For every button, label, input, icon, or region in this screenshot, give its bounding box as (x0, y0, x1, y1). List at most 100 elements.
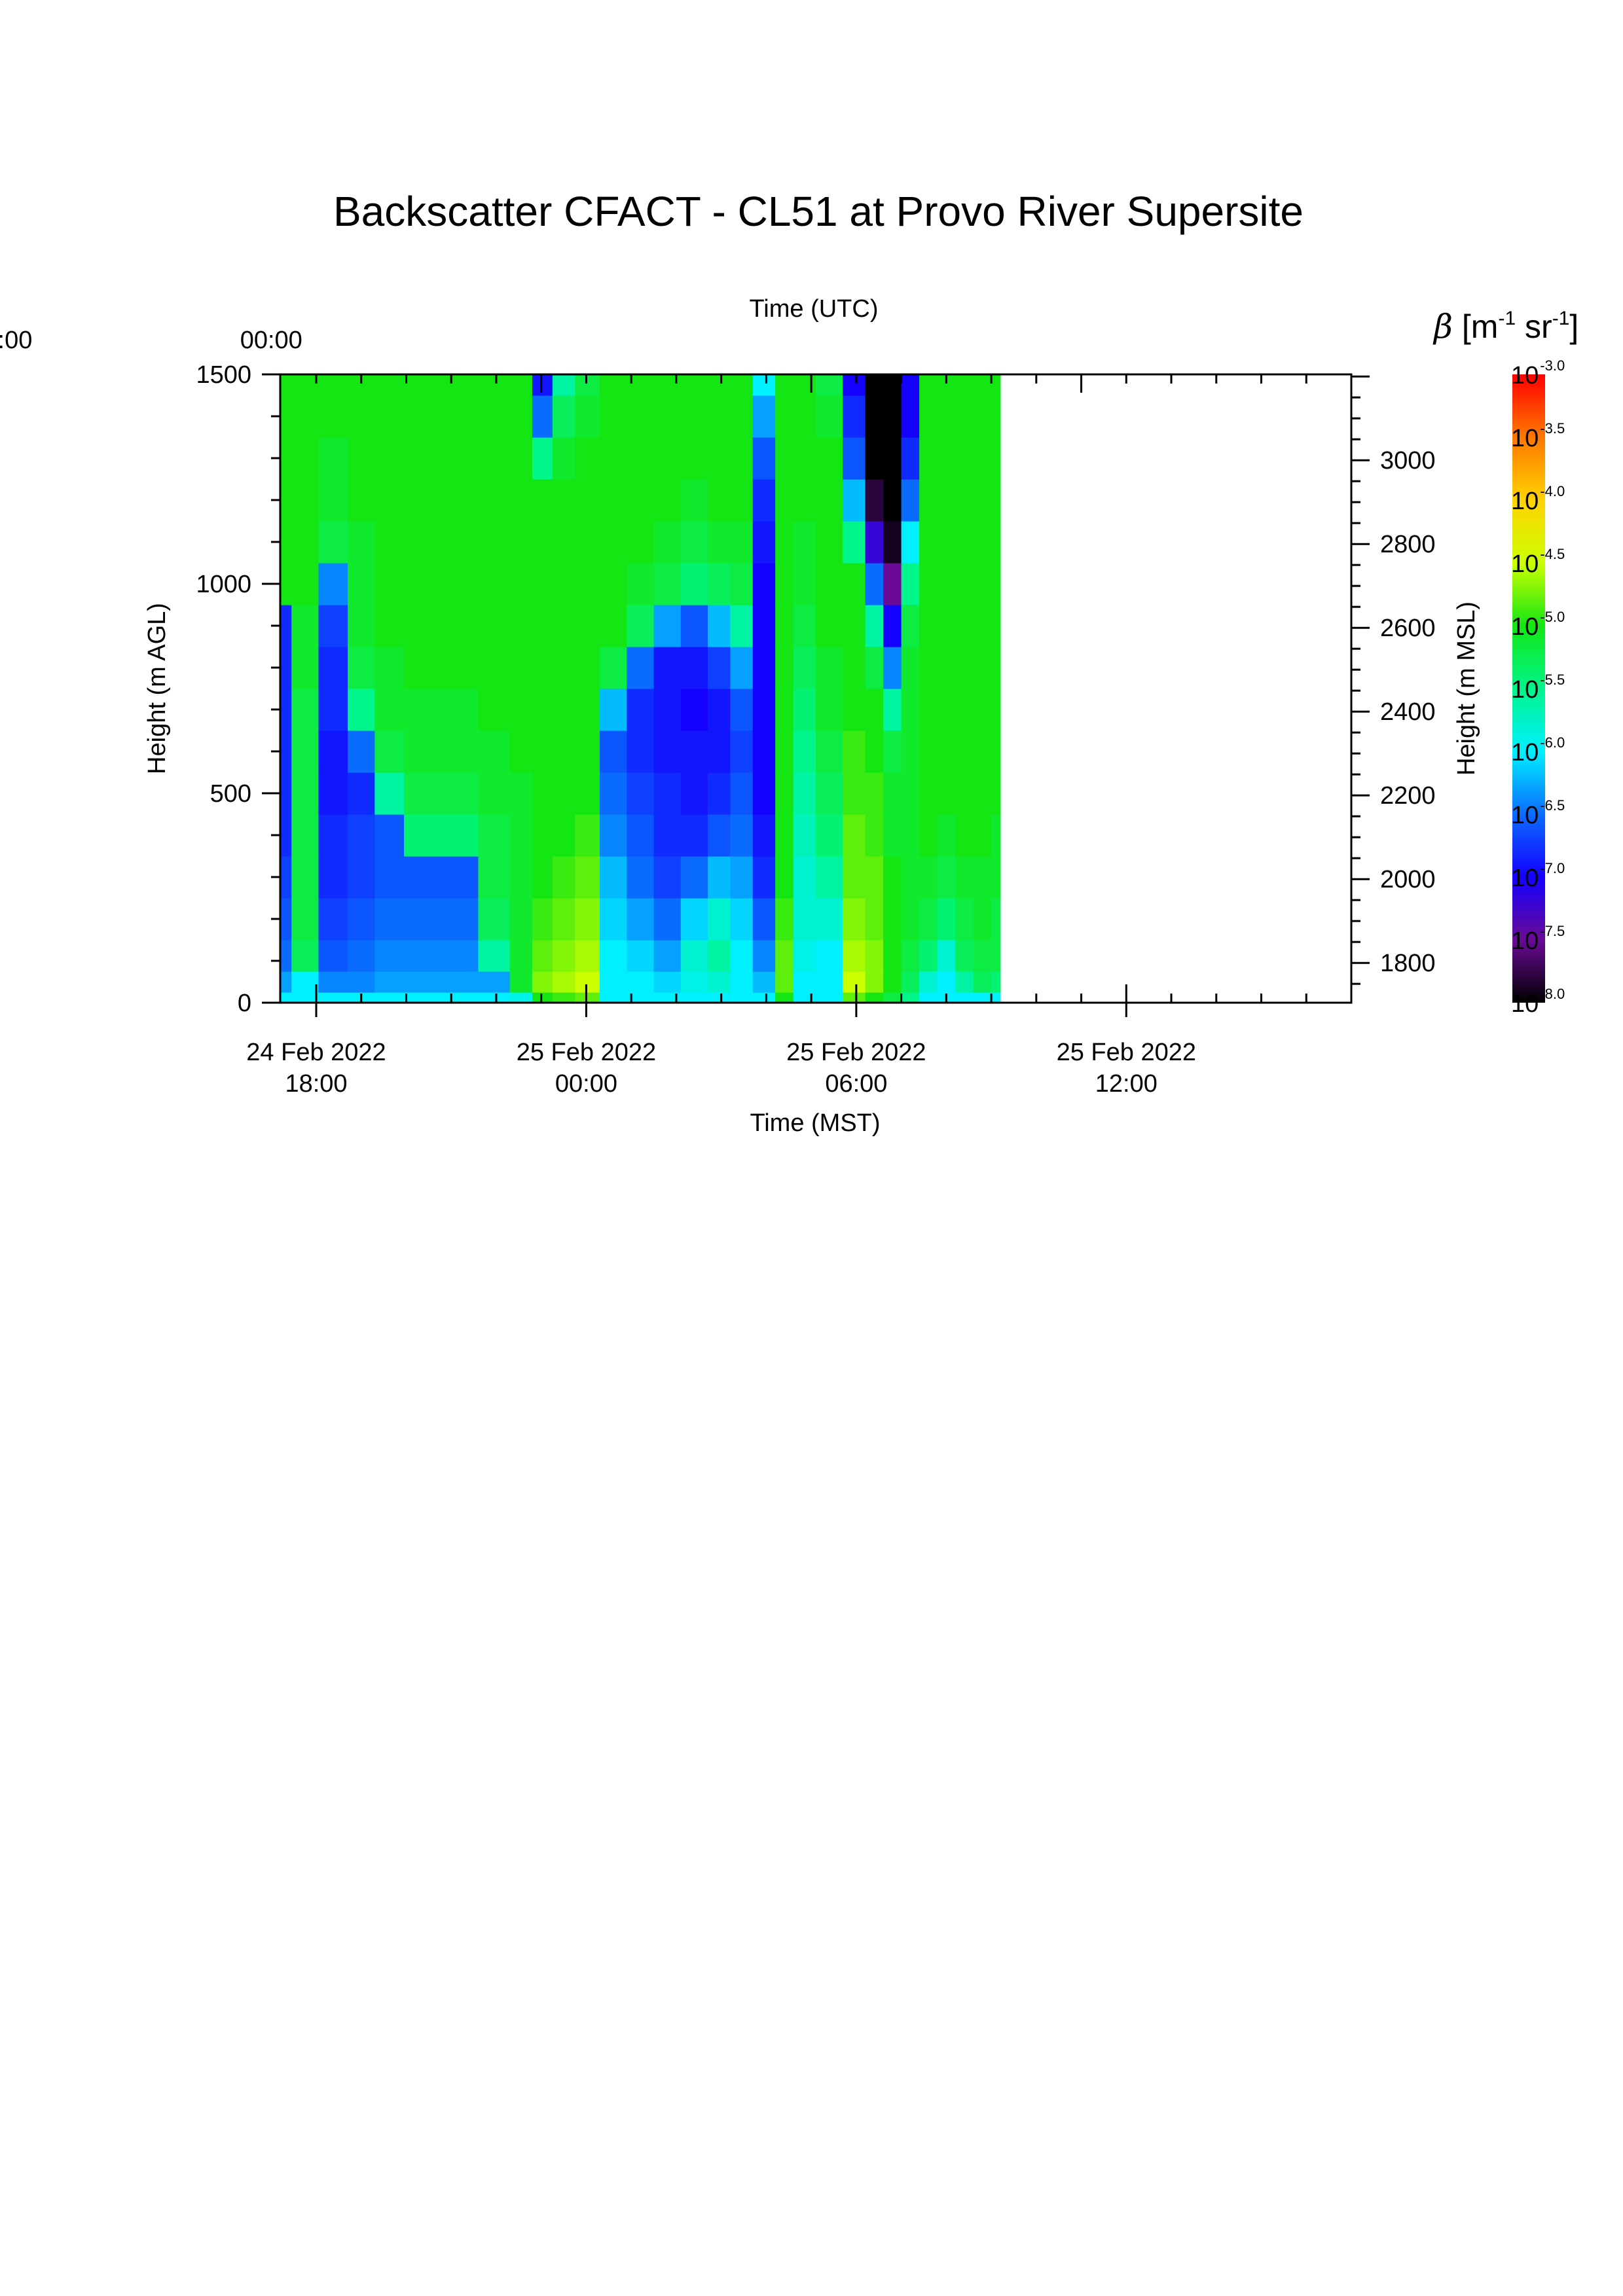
heatmap-cell (919, 437, 938, 480)
heatmap-cell (730, 374, 754, 396)
heatmap-cell (991, 605, 1001, 647)
heatmap-cell (919, 898, 938, 941)
heatmap-cell (318, 971, 348, 993)
heatmap-cell (318, 563, 348, 605)
heatmap-cell (793, 479, 816, 522)
heatmap-cell (478, 374, 511, 396)
heatmap-cell (280, 395, 292, 438)
heatmap-cell (991, 689, 1001, 731)
heatmap-cell (680, 689, 708, 731)
heatmap-cell (752, 479, 776, 522)
heatmap-cell (775, 689, 794, 731)
heatmap-cell (532, 437, 553, 480)
heatmap-cell (991, 374, 1001, 396)
heatmap-cell (843, 898, 866, 941)
heatmap-cell (653, 992, 682, 1003)
heatmap-cell (865, 940, 884, 972)
heatmap-cell (404, 395, 441, 438)
heatmap-cell (280, 437, 292, 480)
y-right-tick-label: 2000 (1380, 866, 1436, 893)
heatmap-cell (680, 814, 708, 857)
heatmap-cell (680, 395, 708, 438)
heatmap-cell (532, 772, 553, 815)
heatmap-cell (883, 940, 902, 972)
heatmap-cell (478, 395, 511, 438)
x-axis-bottom-ticks (315, 984, 1353, 1017)
heatmap-cell (816, 605, 843, 647)
heatmap-cell (730, 395, 754, 438)
heatmap-cell (793, 605, 816, 647)
heatmap-cell (440, 395, 479, 438)
heatmap-cell (973, 374, 992, 396)
heatmap-cell (478, 563, 511, 605)
heatmap-cell (348, 521, 375, 564)
heatmap-cell (280, 971, 292, 993)
heatmap-cell (919, 647, 938, 689)
heatmap-cell (680, 971, 708, 993)
x-top-tick-label: 18:00 (0, 327, 32, 354)
heatmap-cell (478, 992, 511, 1003)
heatmap-cell (937, 647, 956, 689)
heatmap-cell (404, 772, 441, 815)
heatmap-cell (816, 395, 843, 438)
heatmap-cell (552, 814, 575, 857)
heatmap-cell (280, 992, 292, 1003)
heatmap-cell (552, 605, 575, 647)
heatmap-cell (280, 521, 292, 564)
heatmap-cell (730, 689, 754, 731)
heatmap-cell (843, 730, 866, 773)
heatmap-cell (280, 898, 292, 941)
colorbar-tick-label: 10-3.0 (1511, 357, 1565, 389)
x-bottom-tick-date: 25 Feb 2022 (1057, 1039, 1196, 1066)
heatmap-cell (937, 730, 956, 773)
heatmap-cell (374, 563, 405, 605)
heatmap-cell (973, 730, 992, 773)
heatmap-cell (627, 689, 655, 731)
heatmap-cell (600, 992, 627, 1003)
heatmap-cell (919, 856, 938, 899)
heatmap-cell (730, 437, 754, 480)
heatmap-cell (793, 689, 816, 731)
heatmap-cell (955, 395, 974, 438)
heatmap-cell (404, 605, 441, 647)
heatmap-cell (552, 971, 575, 993)
colorbar-tick-label: 10-4.5 (1511, 546, 1565, 578)
heatmap-cell (883, 772, 902, 815)
heatmap-cell (775, 772, 794, 815)
heatmap-cell (901, 814, 920, 857)
heatmap-cell (973, 940, 992, 972)
heatmap-cell (348, 395, 375, 438)
heatmap-cell (509, 647, 533, 689)
heatmap-cell (653, 971, 682, 993)
heatmap-cell (280, 772, 292, 815)
heatmap-cell (291, 814, 319, 857)
heatmap-cell (816, 772, 843, 815)
heatmap-cell (955, 689, 974, 731)
heatmap-cell (793, 940, 816, 972)
heatmap-cell (955, 992, 974, 1003)
heatmap-cell (865, 856, 884, 899)
heatmap-cell (973, 856, 992, 899)
heatmap-cell (374, 437, 405, 480)
heatmap-cell (318, 940, 348, 972)
heatmap-cell (280, 856, 292, 899)
heatmap-cell (627, 647, 655, 689)
heatmap-cell (575, 971, 600, 993)
heatmap-cell (509, 772, 533, 815)
y-left-tick-label: 500 (210, 780, 251, 808)
heatmap-cell (280, 940, 292, 972)
heatmap-cell (478, 689, 511, 731)
heatmap-cell (901, 374, 920, 396)
heatmap-cell (575, 479, 600, 522)
heatmap-cell (318, 689, 348, 731)
heatmap-cell (775, 479, 794, 522)
heatmap-cell (318, 898, 348, 941)
heatmap-cell (374, 898, 405, 941)
heatmap-cell (348, 940, 375, 972)
heatmap-cell (404, 940, 441, 972)
heatmap-cell (955, 563, 974, 605)
heatmap-cell (708, 940, 731, 972)
heatmap-cell (991, 730, 1001, 773)
heatmap-cell (575, 374, 600, 396)
